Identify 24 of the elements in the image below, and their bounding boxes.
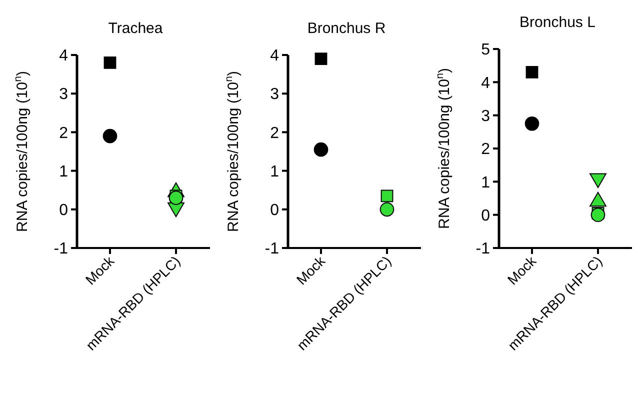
y-tick-label: 2 [481,141,490,158]
y-tick-label: 4 [481,74,490,92]
y-tick-label: -1 [476,240,490,258]
y-tick-label: -1 [54,240,68,258]
point [526,66,538,78]
y-tick-label: 1 [270,163,280,180]
chart-title: Trachea [108,20,164,37]
y-tick-label: 1 [59,163,68,180]
y-tick-label: 5 [481,42,490,59]
y-tick-label: 3 [481,108,490,125]
y-tick-label: 0 [59,202,68,219]
y-tick-label: 3 [59,86,68,104]
y-tick-label: 2 [59,124,68,142]
y-tick-label: 1 [481,174,490,192]
y-tick-label: 0 [270,202,280,219]
chart-title: Bronchus L [520,14,596,31]
y-tick-label: 4 [270,48,280,65]
y-tick-label: 4 [59,48,68,65]
point [590,208,606,222]
y-tick-label: 0 [481,207,490,224]
chart-title: Bronchus R [307,20,386,37]
y-tick-label: 3 [270,86,280,104]
y-tick-label: 2 [270,124,280,142]
y-tick-label: -1 [264,240,280,258]
